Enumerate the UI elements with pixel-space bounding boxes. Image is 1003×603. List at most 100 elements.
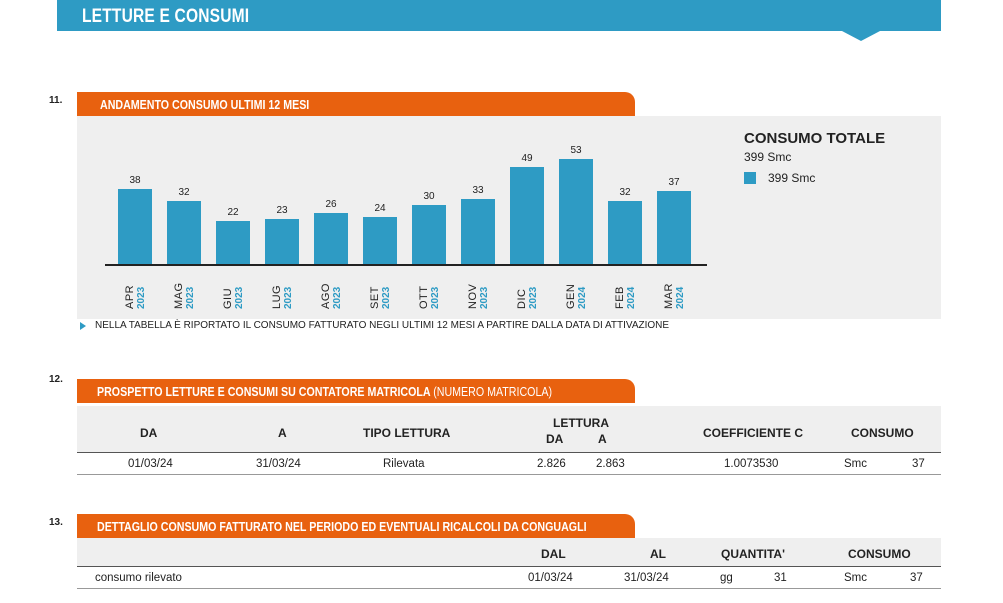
- data-label-2: 22: [227, 207, 239, 218]
- data-label-4: 26: [325, 199, 337, 210]
- cell-dal: 01/03/24: [528, 572, 573, 584]
- section-12-title: PROSPETTO LETTURE E CONSUMI SU CONTATORE…: [97, 384, 552, 399]
- data-label-10: 32: [619, 187, 631, 198]
- bar-set-2023: [363, 217, 397, 265]
- chart-panel: [77, 116, 941, 319]
- bar-dic-2023: [510, 167, 544, 265]
- note-arrow-icon: [80, 322, 86, 330]
- chart-note: NELLA TABELLA È RIPORTATO IL CONSUMO FAT…: [95, 320, 670, 331]
- bar-giu-2023: [216, 221, 250, 265]
- section-12-rule: [77, 452, 941, 453]
- tick-year-5: 2023: [381, 286, 392, 309]
- cell-al: 31/03/24: [624, 572, 669, 584]
- tick-year-8: 2023: [528, 286, 539, 309]
- data-label-3: 23: [276, 205, 288, 216]
- legend-label: 399 Smc: [768, 171, 816, 185]
- col-header-lettura: LETTURA: [553, 416, 609, 430]
- tick-year-10: 2024: [626, 286, 637, 309]
- section-12-title-main: PROSPETTO LETTURE E CONSUMI SU CONTATORE…: [97, 384, 431, 399]
- bar-gen-2024: [559, 159, 593, 265]
- tick-year-7: 2023: [479, 286, 490, 309]
- bar-ago-2023: [314, 213, 348, 265]
- bar-nov-2023: [461, 199, 495, 265]
- section-12-title-suffix: (NUMERO MATRICOLA): [433, 384, 553, 399]
- bar-ott-2023: [412, 205, 446, 265]
- tick-label-8: DIC 2023: [516, 286, 539, 309]
- col-header-lettura-a: A: [598, 432, 607, 446]
- section-13-number: 13.: [49, 517, 63, 528]
- section-11-number: 11.: [49, 95, 63, 106]
- tick-year-6: 2023: [430, 286, 441, 309]
- col-header-a: A: [278, 426, 287, 440]
- cell-consumo-13-value: 37: [910, 572, 923, 584]
- col-header-lettura-da: DA: [546, 432, 564, 446]
- section-12-number: 12.: [49, 374, 63, 385]
- tick-month-8: DIC: [516, 289, 528, 309]
- tick-month-6: OTT: [418, 286, 430, 310]
- tick-month-2: GIU: [222, 288, 234, 309]
- data-label-8: 49: [521, 153, 533, 164]
- tick-month-5: SET: [369, 286, 381, 309]
- col-header-dal: DAL: [541, 547, 566, 561]
- page-title: LETTURE E CONSUMI: [82, 6, 250, 27]
- col-header-al: AL: [650, 547, 666, 561]
- section-13-title: DETTAGLIO CONSUMO FATTURATO NEL PERIODO …: [97, 519, 587, 534]
- tick-label-9: GEN 2024: [565, 284, 588, 309]
- tick-month-4: AGO: [320, 283, 332, 309]
- cell-lettura-da: 2.826: [537, 458, 566, 470]
- tick-month-9: GEN: [565, 284, 577, 309]
- section-13-tab: [77, 514, 635, 538]
- col-header-coefficiente: COEFFICIENTE C: [703, 426, 804, 440]
- col-header-da: DA: [140, 426, 158, 440]
- data-label-9: 53: [570, 145, 582, 156]
- tick-label-11: MAR 2024: [663, 283, 686, 309]
- tick-label-7: NOV 2023: [467, 284, 490, 310]
- tick-year-0: 2023: [136, 286, 147, 309]
- col-header-tipo-lettura: TIPO LETTURA: [363, 426, 451, 440]
- col-header-consumo: CONSUMO: [851, 426, 914, 440]
- tick-year-11: 2024: [675, 286, 686, 309]
- cell-quantita-unit: gg: [720, 572, 733, 584]
- tick-month-0: APR: [124, 285, 136, 309]
- cell-da: 01/03/24: [128, 458, 173, 470]
- data-label-6: 30: [423, 191, 435, 202]
- cell-quantita-value: 31: [774, 572, 787, 584]
- cell-lettura-a: 2.863: [596, 458, 625, 470]
- tick-label-1: MAG 2023: [173, 282, 196, 309]
- section-12-tab: [77, 379, 635, 403]
- tick-label-4: AGO 2023: [320, 283, 343, 309]
- section-12-header-bg: [77, 406, 941, 452]
- header-notch: [842, 31, 880, 41]
- bar-apr-2023: [118, 189, 152, 265]
- tick-year-1: 2023: [185, 286, 196, 309]
- cell-coefficiente: 1.0073530: [724, 458, 779, 470]
- tick-year-3: 2023: [283, 286, 294, 309]
- tick-label-3: LUG 2023: [271, 285, 294, 309]
- cell-consumo-unit: Smc: [844, 458, 867, 470]
- tick-label-6: OTT 2023: [418, 286, 441, 310]
- tick-month-10: FEB: [614, 286, 626, 309]
- section-13-header-bg: [77, 538, 941, 566]
- cell-tipo-lettura: Rilevata: [383, 458, 425, 470]
- legend-subtitle: 399 Smc: [744, 150, 792, 164]
- col-header-quantita: QUANTITA': [721, 547, 785, 561]
- tick-year-4: 2023: [332, 286, 343, 309]
- data-label-0: 38: [129, 175, 141, 186]
- data-label-11: 37: [668, 177, 680, 188]
- bar-lug-2023: [265, 219, 299, 265]
- cell-consumo-13-unit: Smc: [844, 572, 867, 584]
- data-label-5: 24: [374, 203, 386, 214]
- tick-month-3: LUG: [271, 285, 283, 309]
- section-12-bottom-rule: [77, 474, 941, 475]
- bar-mar-2024: [657, 191, 691, 265]
- bar-mag-2023: [167, 201, 201, 265]
- section-11-tab: [77, 92, 635, 116]
- tick-year-2: 2023: [234, 286, 245, 309]
- col-header-consumo-13: CONSUMO: [848, 547, 911, 561]
- header-band: [57, 0, 941, 31]
- tick-month-1: MAG: [173, 282, 185, 309]
- cell-consumo-value: 37: [912, 458, 925, 470]
- legend-title: CONSUMO TOTALE: [744, 130, 886, 147]
- tick-label-0: APR 2023: [124, 285, 147, 309]
